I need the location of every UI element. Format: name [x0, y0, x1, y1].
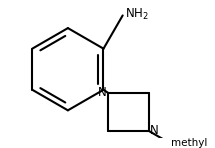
Text: NH$_2$: NH$_2$ — [125, 7, 149, 22]
Text: methyl: methyl — [171, 138, 208, 148]
Text: N: N — [150, 124, 159, 137]
Text: N: N — [97, 86, 106, 99]
